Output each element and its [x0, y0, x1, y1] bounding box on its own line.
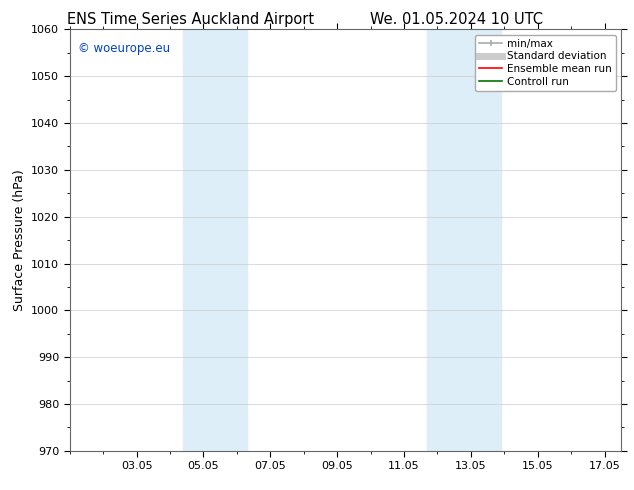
Text: We. 01.05.2024 10 UTC: We. 01.05.2024 10 UTC — [370, 12, 543, 27]
Bar — [427, 29, 501, 451]
Text: ENS Time Series Auckland Airport: ENS Time Series Auckland Airport — [67, 12, 314, 27]
Legend: min/max, Standard deviation, Ensemble mean run, Controll run: min/max, Standard deviation, Ensemble me… — [475, 35, 616, 91]
Text: © woeurope.eu: © woeurope.eu — [78, 42, 170, 55]
Y-axis label: Surface Pressure (hPa): Surface Pressure (hPa) — [13, 169, 25, 311]
Bar — [183, 29, 247, 451]
